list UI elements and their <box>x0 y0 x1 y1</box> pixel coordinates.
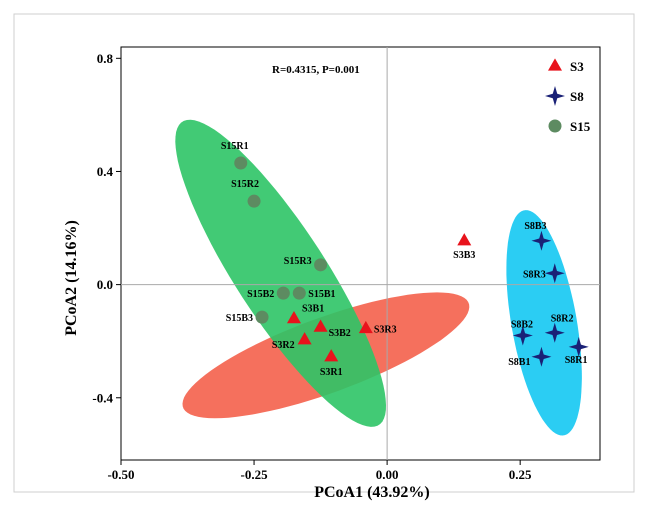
stat-annotation: R=0.4315, P=0.001 <box>272 64 360 76</box>
y-tick-label: 0.4 <box>97 164 114 179</box>
point-s3r3 <box>358 320 373 334</box>
point-label-s3b3: S3B3 <box>453 250 475 261</box>
point-s15r1 <box>234 156 248 170</box>
point-label-s3r2: S3R2 <box>272 340 295 351</box>
point-s3r1 <box>324 349 339 362</box>
point-label-s3r3: S3R3 <box>374 324 397 335</box>
point-label-s15r1: S15R1 <box>221 141 249 152</box>
point-label-s8r2: S8R2 <box>551 314 574 325</box>
point-label-s15r2: S15R2 <box>231 179 259 190</box>
point-s8r1 <box>568 336 589 357</box>
point-label-s8b3: S8B3 <box>524 221 546 232</box>
x-tick-label: 0.25 <box>509 467 532 482</box>
data-points <box>234 156 589 367</box>
legend-label-s3: S3 <box>570 59 584 74</box>
legend: S3 S8 S15 <box>545 58 591 134</box>
x-axis-ticks: -0.50 -0.25 0.00 0.25 <box>107 460 532 482</box>
point-s3b2 <box>313 319 328 332</box>
point-label-s8b1: S8B1 <box>508 357 530 368</box>
plot-border <box>120 46 601 461</box>
group-ellipses <box>175 119 582 436</box>
point-label-s8r3: S8R3 <box>523 269 546 280</box>
point-s3b3 <box>457 233 472 246</box>
legend-marker-s8 <box>545 86 565 106</box>
x-tick-label: 0.00 <box>376 467 399 482</box>
legend-marker-s3 <box>548 58 562 71</box>
point-s8b2 <box>512 325 533 346</box>
x-axis-title: PCoA1 (43.92%) <box>314 484 430 501</box>
point-s15r2 <box>247 194 261 208</box>
point-s15b1 <box>292 286 306 300</box>
point-s15b3 <box>255 310 269 324</box>
point-label-s3r1: S3R1 <box>320 367 343 378</box>
plot-area <box>120 46 601 461</box>
point-label-s3b2: S3B2 <box>329 328 351 339</box>
point-label-s8b2: S8B2 <box>511 320 533 331</box>
ellipse-s8 <box>506 210 582 436</box>
point-s15b2 <box>276 286 290 300</box>
y-tick-label: -0.4 <box>92 390 113 405</box>
point-labels: S3B3 S3B1 S3B2 S3R3 S3R2 S3R1 S8B3 S8R3 S8R2 S8B2… <box>221 141 588 378</box>
point-s8b3 <box>531 230 552 251</box>
point-s3b1 <box>286 310 301 324</box>
point-label-s8r1: S8R1 <box>565 355 588 366</box>
y-axis-ticks: -0.4 0.0 0.4 0.8 <box>92 51 121 405</box>
y-tick-label: 0.8 <box>97 51 114 66</box>
x-tick-label: -0.25 <box>241 467 269 482</box>
y-axis-title: PCoA2 (14.16%) <box>63 220 80 336</box>
point-label-s15b2: S15B2 <box>247 289 274 300</box>
point-label-s3b1: S3B1 <box>302 304 324 315</box>
point-s15r3 <box>314 258 328 272</box>
point-label-s15r3: S15R3 <box>284 256 312 267</box>
point-s8r3 <box>544 263 565 284</box>
x-tick-label: -0.50 <box>107 467 134 482</box>
point-s8r2 <box>544 322 565 343</box>
point-label-s15b1: S15B1 <box>308 289 335 300</box>
legend-label-s8: S8 <box>570 89 584 104</box>
legend-label-s15: S15 <box>570 119 591 134</box>
legend-marker-s15 <box>548 119 562 133</box>
point-label-s15b3: S15B3 <box>226 313 253 324</box>
point-s8b1 <box>531 346 552 367</box>
point-s3r2 <box>297 332 312 345</box>
y-tick-label: 0.0 <box>97 277 113 292</box>
ellipse-s15 <box>175 119 386 427</box>
